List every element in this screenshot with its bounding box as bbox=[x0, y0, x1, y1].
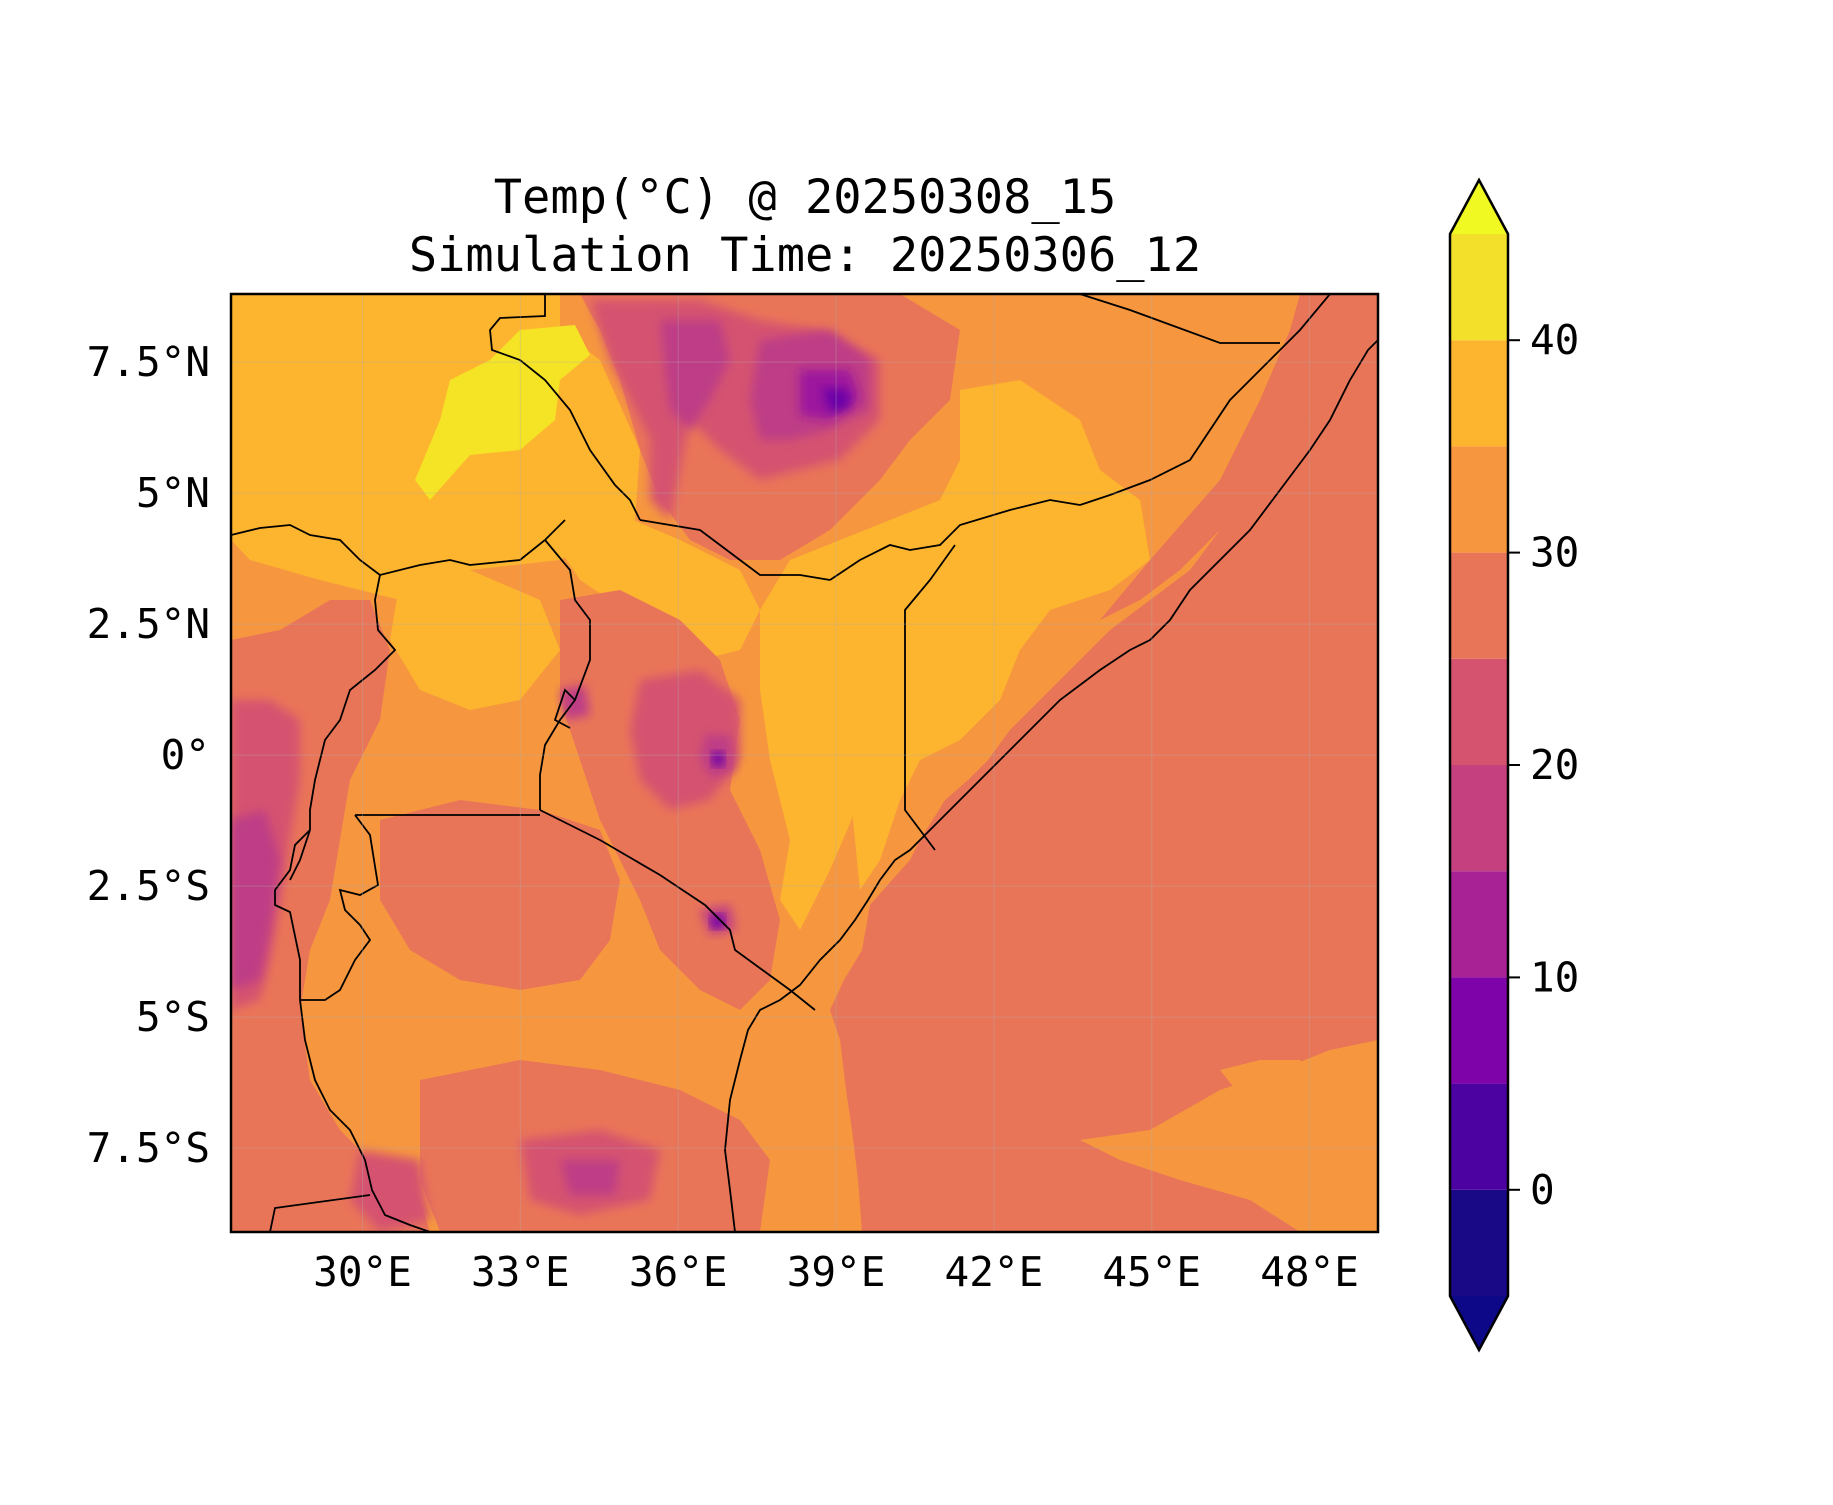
lake-malawi-cool bbox=[350, 1150, 430, 1232]
y-tick-label: 5°S bbox=[136, 993, 210, 1041]
ethiopian-highlands-west bbox=[660, 320, 730, 430]
colorbar-band bbox=[1450, 446, 1508, 553]
colorbar-band bbox=[1450, 1083, 1508, 1190]
map-area bbox=[231, 294, 1378, 1232]
colorbar: 0 10 20 30 40 bbox=[1448, 177, 1579, 1353]
colorbar-tick-label: 30 bbox=[1530, 529, 1579, 577]
colorbar-band bbox=[1450, 871, 1508, 978]
map-title: Temp(°C) @ 20250308_15 bbox=[493, 170, 1117, 225]
y-tick-labels: 7.5°N 5°N 2.5°N 0° 2.5°S 5°S 7.5°S bbox=[87, 338, 210, 1172]
border-ethiopia-somalia bbox=[1079, 294, 1331, 506]
border-uganda-kenya bbox=[539, 539, 591, 810]
x-tick-label: 33°E bbox=[471, 1248, 570, 1296]
y-tick-label: 7.5°N bbox=[87, 338, 210, 386]
border-sudan-ethiopia bbox=[489, 294, 641, 521]
x-tick-label: 45°E bbox=[1102, 1248, 1201, 1296]
ethiopian-highlands-coldest bbox=[822, 388, 850, 412]
map-subtitle: Simulation Time: 20250306_12 bbox=[408, 228, 1202, 283]
colorbar-band bbox=[1450, 552, 1508, 659]
border-ethiopia-kenya bbox=[829, 499, 1081, 581]
kilimanjaro-summit bbox=[711, 915, 724, 928]
hot-region-kenya-east bbox=[760, 610, 880, 930]
mt-kenya-summit bbox=[712, 752, 724, 766]
y-tick-label: 5°N bbox=[136, 469, 210, 517]
colorbar-tick-label: 10 bbox=[1530, 953, 1579, 1001]
tanzania-central-warm bbox=[380, 800, 620, 990]
ocean bbox=[830, 294, 1378, 1232]
colorbar-under-extension bbox=[1450, 1296, 1508, 1350]
colorbar-tick-label: 0 bbox=[1530, 1166, 1555, 1214]
colorbar-tick-label: 40 bbox=[1530, 316, 1579, 364]
colorbar-band bbox=[1450, 977, 1508, 1084]
borders bbox=[231, 294, 1378, 1232]
gridlines bbox=[231, 294, 1378, 1232]
border-drc-rwanda bbox=[274, 829, 431, 1232]
colorbar-band bbox=[1450, 765, 1508, 872]
hot-region-uganda bbox=[390, 570, 560, 710]
southern-highlands-cooler bbox=[560, 1160, 620, 1195]
y-tick-label: 2.5°S bbox=[87, 862, 210, 910]
x-tick-label: 30°E bbox=[313, 1248, 412, 1296]
ocean-north-band bbox=[1100, 294, 1378, 620]
colorbar-over-extension bbox=[1450, 180, 1508, 234]
x-tick-label: 42°E bbox=[945, 1248, 1044, 1296]
border-south-sudan-ethiopia bbox=[639, 519, 831, 581]
y-tick-label: 2.5°N bbox=[87, 600, 210, 648]
border-tanzania-zambia bbox=[269, 1194, 371, 1232]
colorbar-band bbox=[1450, 234, 1508, 341]
hot-region-turkana bbox=[540, 510, 760, 660]
border-somaliland bbox=[1079, 294, 1280, 344]
ocean-warm-patch-2 bbox=[1220, 1060, 1320, 1100]
border-kenya-somalia bbox=[904, 544, 956, 851]
hottest-region bbox=[415, 325, 590, 500]
border-kenya-tanzania bbox=[539, 809, 816, 1011]
x-tick-label: 36°E bbox=[629, 1248, 728, 1296]
colorbar-tick-label: 20 bbox=[1530, 741, 1579, 789]
y-tick-label: 0° bbox=[161, 731, 210, 779]
border-drc-west bbox=[289, 829, 311, 881]
border-rwanda-burundi bbox=[300, 814, 379, 1001]
coastline bbox=[724, 339, 1378, 1232]
colorbar-band bbox=[1450, 1189, 1508, 1296]
western-rift-cooler bbox=[231, 810, 280, 990]
lake-victoria-outline bbox=[553, 688, 576, 729]
border-uganda-drc bbox=[309, 574, 397, 830]
x-tick-label: 39°E bbox=[787, 1248, 886, 1296]
colorbar-band bbox=[1450, 340, 1508, 447]
map-frame bbox=[229, 292, 1380, 1234]
colorbar-band bbox=[1450, 658, 1508, 765]
x-tick-labels: 30°E 33°E 36°E 39°E 42°E 45°E 48°E bbox=[313, 1248, 1359, 1296]
colorbar-outline bbox=[1448, 177, 1510, 1353]
y-tick-label: 7.5°S bbox=[87, 1124, 210, 1172]
x-tick-label: 48°E bbox=[1260, 1248, 1359, 1296]
